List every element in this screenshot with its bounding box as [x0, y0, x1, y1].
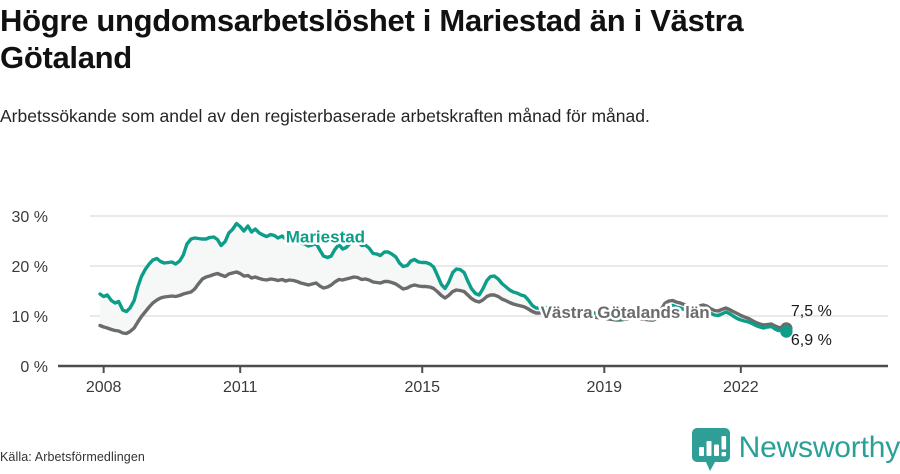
newsworthy-logo: Newsworthy [691, 427, 900, 473]
x-axis-tick-label: 2019 [586, 379, 622, 396]
source-note: Källa: Arbetsförmedlingen [0, 450, 145, 464]
x-axis-tick-label: 2008 [86, 379, 122, 396]
y-axis-tick-label: 30 % [12, 209, 48, 226]
logo-wordmark: Newsworthy [738, 431, 900, 464]
page-subtitle: Arbetssökande som andel av den registerb… [0, 106, 650, 126]
x-axis-tick-label: 2011 [223, 379, 258, 396]
line-chart: 2008 2011 2015 2019 2022 0 % 10 % 20 % 30 % Marie… [12, 209, 888, 396]
series-label: Mariestad [286, 228, 365, 247]
x-axis-tick-label: 2022 [723, 379, 759, 396]
page-title: Högre ungdomsarbetslöshet i Mariestad än… [0, 3, 744, 75]
series-line [98, 270, 789, 336]
series-endpoint-dot [780, 325, 793, 338]
series-line [98, 221, 789, 334]
series-label-halo: Mariestad [286, 228, 365, 247]
y-axis-tick-label: 10 % [12, 309, 48, 326]
series-label-halo: Västra Götalands län [541, 303, 710, 322]
newsworthy-bubble-chart-icon [691, 428, 730, 471]
y-axis-tick-label: 0 % [20, 359, 48, 376]
chart-container: 2008 2011 2015 2019 2022 0 % 10 % 20 % 30 % Marie… [0, 185, 900, 410]
series-band-fill [100, 223, 787, 334]
series-end-value-label: 6,9 % [791, 332, 832, 349]
series-end-value-label: 7,5 % [791, 303, 832, 320]
x-axis-tick-label: 2015 [404, 379, 440, 396]
series-label: Västra Götalands län [541, 303, 710, 322]
y-axis-tick-label: 20 % [12, 259, 48, 276]
